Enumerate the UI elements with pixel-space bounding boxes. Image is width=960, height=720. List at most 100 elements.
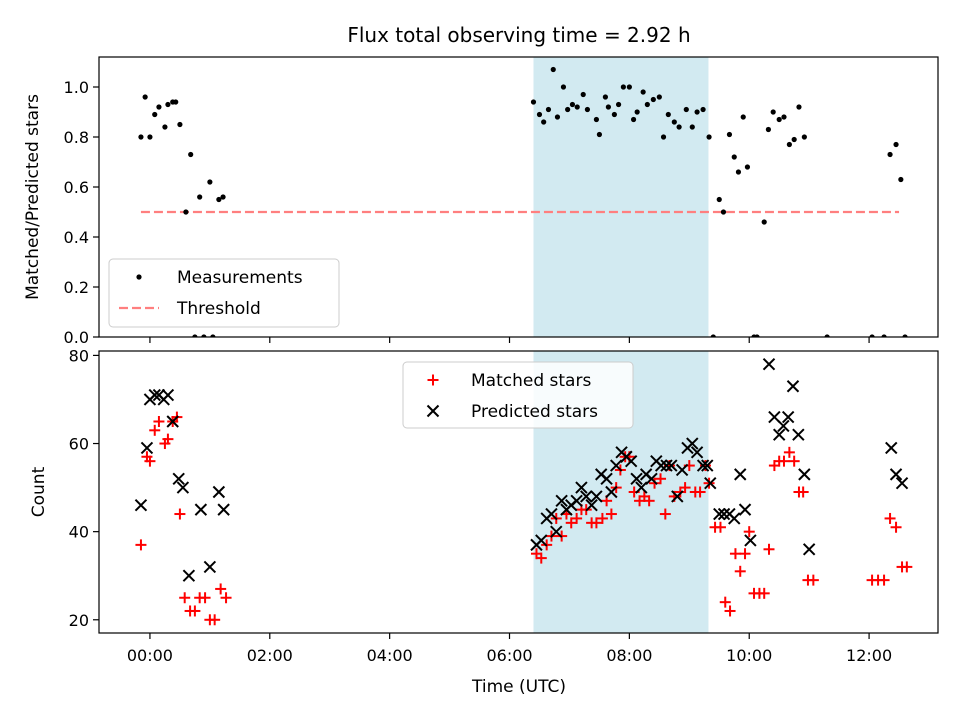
measurement-point (147, 134, 153, 140)
matched-point (758, 587, 770, 599)
matched-point (179, 592, 191, 604)
x-tick-label: 02:00 (247, 646, 293, 665)
measurement-point (786, 141, 792, 148)
predicted-point (798, 468, 811, 481)
predicted-point (671, 490, 684, 503)
matched-point (535, 552, 547, 564)
predicted-point (713, 507, 726, 521)
matched-point (655, 473, 667, 485)
x-axis-label: Time (UTC) (471, 677, 566, 697)
predicted-point (781, 410, 795, 424)
measurement-point (824, 334, 830, 337)
measurement-point (644, 101, 650, 108)
measurement-point (602, 94, 608, 100)
matched-point (739, 548, 751, 560)
measurement-point (220, 194, 226, 200)
predicted-point (635, 481, 648, 494)
measurement-point (554, 114, 561, 120)
matched-point (714, 521, 726, 533)
y-tick-label: 60 (69, 435, 89, 454)
predicted-point (182, 569, 196, 582)
matched-point (694, 486, 706, 498)
matched-point (215, 583, 227, 595)
predicted-point (734, 468, 747, 481)
predicted-point (772, 428, 786, 441)
measurement-point (550, 66, 556, 73)
measurement-point (869, 334, 875, 337)
matched-point (189, 605, 201, 617)
legend: Matched stars Predicted stars (402, 361, 634, 429)
measurement-point (898, 176, 904, 183)
measurement-point (574, 104, 580, 110)
measurement-point (569, 101, 576, 108)
matched-point (729, 548, 741, 560)
y-tick-label: 40 (69, 523, 89, 542)
ratio-ylabel: Matched/Predicted stars (23, 94, 43, 300)
x-tick-label: 04:00 (367, 646, 413, 665)
measurement-point (611, 111, 617, 118)
measurement-point (710, 334, 716, 337)
predicted-point (203, 560, 217, 574)
matched-point (571, 512, 583, 524)
measurement-point (781, 114, 787, 120)
measurement-point (565, 106, 571, 113)
matched-point (901, 561, 913, 573)
measurement-point (650, 96, 656, 103)
matched-point (149, 424, 161, 436)
predicted-point (585, 499, 598, 512)
predicted-point (889, 468, 903, 481)
measurement-point (744, 164, 751, 170)
predicted-point (717, 507, 731, 521)
measurement-point (197, 194, 203, 200)
predicted-point (166, 415, 179, 428)
measurement-point (694, 109, 700, 115)
measurement-point (770, 109, 776, 115)
plot-area (138, 66, 908, 337)
measurement-point (801, 134, 807, 140)
measurement-point (683, 106, 689, 113)
axes-frame (98, 56, 939, 338)
legend-label: Threshold (176, 299, 261, 319)
measurement-point (138, 134, 144, 140)
matched-point (788, 455, 800, 467)
predicted-point (176, 481, 190, 494)
predicted-point (738, 503, 752, 516)
measurement-point (216, 196, 222, 203)
predicted-point (212, 485, 226, 499)
x-tick-label: 06:00 (486, 646, 532, 665)
y-tick-label: 20 (69, 611, 89, 630)
predicted-point (600, 472, 613, 485)
measurement-point (640, 89, 646, 95)
matched-point (590, 517, 602, 529)
predicted-point (895, 476, 909, 490)
matched-point (643, 495, 655, 507)
matched-point (884, 512, 896, 524)
measurement-point (726, 131, 733, 138)
x-tick-label: 00:00 (127, 646, 173, 665)
predicted-point (140, 441, 154, 455)
measurement-point (735, 169, 742, 175)
predicted-point (802, 543, 816, 556)
measurement-point (605, 104, 611, 110)
measurement-point (626, 84, 632, 90)
measurement-point (689, 124, 695, 130)
predicted-point (645, 472, 658, 485)
measurement-point (620, 84, 626, 90)
predicted-point (885, 441, 898, 455)
measurement-point (560, 84, 567, 90)
matched-point (878, 574, 890, 586)
predicted-point (172, 472, 185, 485)
matched-point (724, 605, 736, 617)
measurement-point (192, 334, 198, 337)
matched-point (596, 512, 608, 524)
predicted-point (696, 459, 710, 472)
measurement-point (665, 111, 671, 118)
predicted-point (701, 459, 714, 472)
predicted-point (660, 459, 673, 472)
y-tick-label: 0.0 (64, 328, 89, 347)
measurement-point (156, 104, 162, 110)
matched-point (719, 596, 731, 608)
x-tick-label: 10:00 (726, 646, 772, 665)
measurement-point (893, 141, 899, 148)
legend-marker-measurements (136, 274, 142, 280)
